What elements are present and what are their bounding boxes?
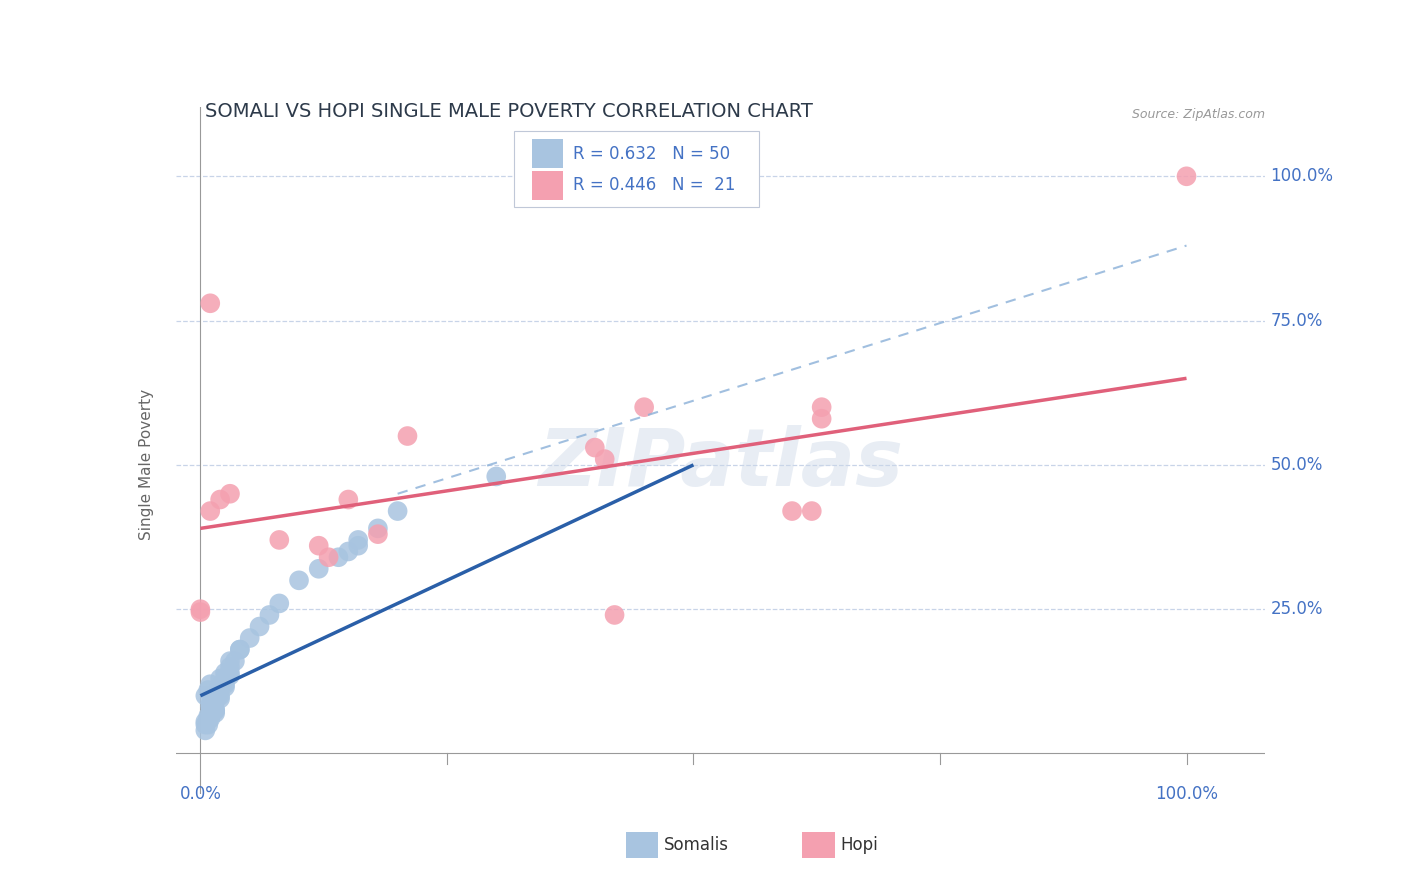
- Point: [367, 521, 389, 535]
- Point: [219, 654, 242, 668]
- Point: [328, 550, 350, 565]
- Point: [387, 504, 409, 518]
- Point: [209, 689, 232, 703]
- Point: [259, 607, 281, 622]
- Point: [194, 689, 217, 703]
- Point: [197, 709, 219, 723]
- Text: 0.0%: 0.0%: [180, 785, 221, 803]
- Point: [229, 642, 252, 657]
- Point: [197, 712, 219, 726]
- Point: [347, 533, 370, 547]
- Text: Somalis: Somalis: [664, 837, 728, 855]
- Point: [209, 691, 232, 706]
- Point: [810, 411, 832, 425]
- Point: [204, 703, 226, 717]
- Point: [201, 694, 224, 708]
- Point: [810, 400, 832, 414]
- Point: [209, 492, 232, 507]
- Point: [318, 550, 340, 565]
- Text: 100.0%: 100.0%: [1154, 785, 1218, 803]
- Point: [219, 660, 242, 674]
- Point: [800, 504, 823, 518]
- Point: [214, 672, 236, 686]
- Point: [209, 672, 232, 686]
- Bar: [531, 139, 562, 169]
- Point: [347, 539, 370, 553]
- Point: [219, 668, 242, 682]
- Point: [200, 712, 222, 726]
- Point: [207, 683, 229, 698]
- Point: [593, 452, 616, 467]
- Point: [396, 429, 419, 443]
- Point: [219, 487, 242, 501]
- Point: [239, 631, 262, 645]
- Point: [190, 602, 212, 616]
- Text: Hopi: Hopi: [841, 837, 879, 855]
- Point: [200, 504, 222, 518]
- Point: [197, 683, 219, 698]
- Text: R = 0.446   N =  21: R = 0.446 N = 21: [574, 177, 735, 194]
- Point: [214, 665, 236, 680]
- Text: SOMALI VS HOPI SINGLE MALE POVERTY CORRELATION CHART: SOMALI VS HOPI SINGLE MALE POVERTY CORRE…: [205, 103, 813, 121]
- Point: [214, 680, 236, 694]
- Point: [194, 714, 217, 729]
- Text: 100.0%: 100.0%: [1271, 168, 1333, 186]
- Point: [201, 700, 224, 714]
- Point: [207, 689, 229, 703]
- Point: [308, 562, 330, 576]
- Point: [229, 642, 252, 657]
- Text: Source: ZipAtlas.com: Source: ZipAtlas.com: [1132, 109, 1265, 121]
- Point: [249, 619, 271, 633]
- Point: [204, 706, 226, 720]
- Point: [197, 717, 219, 731]
- Point: [367, 527, 389, 541]
- Point: [204, 703, 226, 717]
- Point: [288, 574, 311, 588]
- Bar: [803, 832, 835, 858]
- Bar: [626, 832, 658, 858]
- Point: [194, 717, 217, 731]
- Text: 50.0%: 50.0%: [1271, 456, 1323, 474]
- Point: [224, 654, 246, 668]
- Point: [269, 533, 291, 547]
- Point: [583, 441, 606, 455]
- Point: [485, 469, 508, 483]
- Point: [194, 723, 217, 738]
- Point: [219, 665, 242, 680]
- Point: [1175, 169, 1198, 184]
- Point: [190, 605, 212, 619]
- Point: [201, 691, 224, 706]
- Point: [337, 544, 360, 558]
- Point: [200, 677, 222, 691]
- Text: 75.0%: 75.0%: [1271, 311, 1323, 330]
- Point: [269, 596, 291, 610]
- Point: [204, 694, 226, 708]
- Text: 25.0%: 25.0%: [1271, 600, 1323, 618]
- Text: Single Male Poverty: Single Male Poverty: [139, 389, 153, 541]
- Point: [633, 400, 655, 414]
- Text: R = 0.632   N = 50: R = 0.632 N = 50: [574, 145, 731, 162]
- Point: [308, 539, 330, 553]
- Point: [337, 492, 360, 507]
- Point: [603, 607, 626, 622]
- Point: [200, 698, 222, 712]
- Point: [211, 677, 233, 691]
- Point: [780, 504, 803, 518]
- Point: [200, 700, 222, 714]
- Point: [200, 296, 222, 310]
- Text: ZIPatlas: ZIPatlas: [538, 425, 903, 503]
- Point: [214, 677, 236, 691]
- Point: [200, 706, 222, 720]
- FancyBboxPatch shape: [513, 131, 759, 207]
- Bar: [531, 171, 562, 200]
